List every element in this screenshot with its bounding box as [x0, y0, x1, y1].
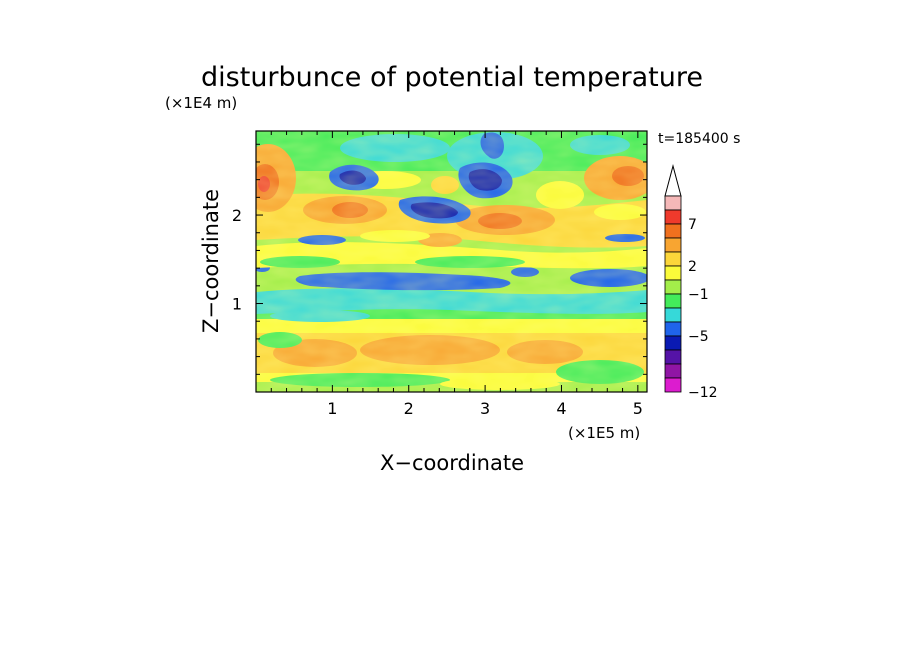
colorbar-label: −12: [688, 385, 718, 401]
colorbar-label: −5: [688, 329, 709, 345]
x-unit-label: (×1E5 m): [568, 424, 640, 442]
x-axis-label: X−coordinate: [380, 451, 524, 475]
x-tick-label: 4: [556, 399, 566, 418]
colorbar-swatch: [664, 293, 682, 309]
colorbar-swatch: [664, 279, 682, 295]
heatmap-field: [256, 131, 647, 392]
x-tick-label: 1: [327, 399, 337, 418]
chart-title: disturbunce of potential temperature: [201, 62, 703, 93]
y-tick-label: 1: [232, 295, 242, 314]
colorbar-swatch: [664, 377, 682, 393]
colorbar-label: 7: [688, 217, 697, 233]
x-tick-label: 5: [633, 399, 643, 418]
colorbar-swatch: [664, 265, 682, 281]
colorbar-swatch: [664, 307, 682, 323]
axes: 1 2 3 4 5 1 2: [232, 131, 647, 418]
colorbar-swatch: [664, 363, 682, 379]
texture-overlay: [256, 131, 647, 392]
colorbar-swatch: [664, 237, 682, 253]
colorbar-label: 2: [688, 259, 697, 275]
colorbar-swatch: [664, 321, 682, 337]
colorbar-swatch: [664, 195, 682, 211]
colorbar: 7 2 −1 −5 −12: [664, 164, 718, 401]
x-tick-label: 3: [480, 399, 490, 418]
y-axis-label: Z−coordinate: [199, 189, 223, 333]
plot-frame: [255, 130, 648, 393]
colorbar-swatch: [664, 209, 682, 225]
colorbar-top-arrow: [664, 164, 682, 197]
y-unit-label: (×1E4 m): [165, 94, 237, 112]
time-label: t=185400 s: [658, 131, 740, 147]
colorbar-swatch: [664, 349, 682, 365]
colorbar-swatch: [664, 251, 682, 267]
colorbar-label: −1: [688, 287, 709, 303]
colorbar-swatch: [664, 335, 682, 351]
x-tick-label: 2: [404, 399, 414, 418]
colorbar-swatch: [664, 223, 682, 239]
y-tick-label: 2: [232, 206, 242, 225]
